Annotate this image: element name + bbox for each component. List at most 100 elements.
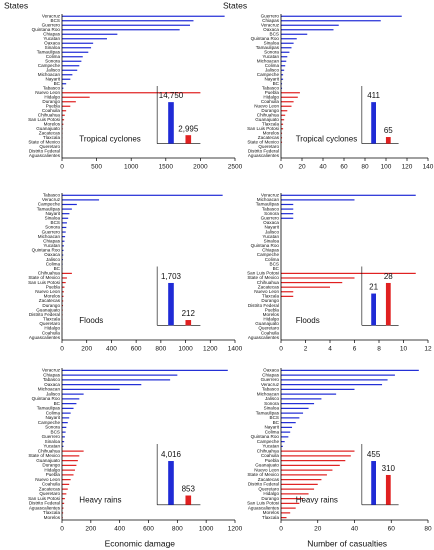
x-tick-label: 80 (361, 164, 369, 171)
state-label: Michoacan (257, 58, 280, 63)
bar (62, 412, 71, 414)
inset-bar (385, 474, 391, 505)
bar (281, 441, 285, 443)
bar (62, 33, 118, 35)
state-label: Quintana Roo (32, 27, 61, 32)
state-label: Campeche (257, 72, 280, 77)
state-label: Chiapas (43, 238, 61, 243)
state-label: Jalisco (265, 67, 279, 72)
x-tick-label: 1400 (228, 346, 243, 353)
bar (62, 455, 80, 457)
x-tick-label: 20 (298, 164, 306, 171)
state-label: BC (273, 81, 280, 86)
state-label: Aguascalientes (29, 153, 61, 158)
bar (281, 393, 337, 395)
bar (62, 249, 64, 252)
bar (62, 369, 228, 371)
bar (281, 194, 416, 196)
state-label: Puebla (46, 103, 61, 108)
state-label: Veracruz (42, 368, 61, 373)
panel-label: Floods (296, 316, 320, 325)
state-label: Puebla (265, 307, 280, 312)
inset-value-label: 853 (182, 485, 196, 494)
state-label: Quintana Roo (251, 434, 280, 439)
state-label: Yucatan (43, 243, 60, 248)
state-label: Chihuahua (257, 280, 280, 285)
x-tick-label: 0 (279, 526, 283, 533)
bar (281, 114, 286, 116)
bar (62, 488, 68, 490)
bar (62, 240, 65, 242)
bar (281, 379, 388, 381)
state-label: Distrito Federal (29, 501, 60, 506)
bar (62, 203, 77, 206)
state-label: Distrito Federal (29, 312, 60, 317)
bar (281, 281, 343, 284)
bar (62, 460, 78, 462)
state-label: Queretaro (258, 144, 279, 149)
bar (62, 231, 66, 233)
state-label: Oaxaca (44, 252, 60, 257)
state-label: Aguascalientes (29, 505, 61, 510)
state-label: Aguascalientes (248, 153, 280, 158)
bar (281, 384, 383, 386)
inset-bar (185, 495, 192, 505)
state-label: Sonora (264, 401, 279, 406)
state-label: Chihuahua (38, 271, 61, 276)
state-label: Guanajuato (36, 126, 60, 131)
state-label: Nuevo Leon (35, 289, 60, 294)
bar (62, 24, 191, 26)
bar (62, 92, 201, 94)
bar (62, 403, 77, 405)
bar (62, 199, 100, 201)
state-label: Quintana Roo (32, 396, 61, 401)
inset-value-label: 4,016 (161, 450, 182, 459)
state-label: Yucatan (43, 36, 60, 41)
bar (281, 217, 294, 219)
state-label: Tlaxcala (262, 121, 280, 126)
state-label: Sonora (264, 211, 279, 216)
state-label: Tabasco (262, 85, 280, 90)
state-label: BCS (51, 429, 60, 434)
bar (281, 29, 334, 31)
x-tick-label: 400 (114, 526, 125, 533)
state-label: Hidalgo (44, 326, 60, 331)
state-label: Sinaloa (45, 439, 61, 444)
bar (281, 123, 284, 125)
state-label: BCS (270, 261, 279, 266)
x-tick-label: 2000 (193, 164, 208, 171)
state-label: Quintana Roo (32, 248, 61, 253)
state-label: Colima (46, 54, 61, 59)
state-label: Sonora (45, 58, 60, 63)
bar (62, 78, 71, 80)
bar (62, 60, 82, 62)
bar (281, 105, 292, 107)
bar (62, 74, 73, 76)
state-label: Campeche (38, 63, 61, 68)
state-label: Durango (42, 303, 60, 308)
inset-bar (371, 102, 376, 144)
bar (281, 450, 355, 452)
state-label: Veracruz (42, 197, 61, 202)
state-label: Guerrero (42, 22, 61, 27)
state-label: San Luis Potosi (28, 496, 60, 501)
bar (62, 96, 90, 98)
bar (281, 422, 296, 424)
bar (62, 469, 75, 471)
inset-value-label: 411 (367, 91, 380, 100)
state-label: Chiapas (43, 31, 61, 36)
inset-bar (185, 320, 192, 326)
bar (62, 83, 67, 85)
bar (62, 417, 70, 419)
state-label: BCS (51, 18, 60, 23)
state-label: Sinaloa (45, 215, 61, 220)
state-label: Sonora (45, 425, 60, 430)
state-label: Aguascalientes (248, 505, 280, 510)
bar (281, 15, 402, 17)
state-label: State of Mexico (247, 275, 279, 280)
state-label: Tamaulipas (256, 202, 280, 207)
state-label: State of Mexico (247, 139, 279, 144)
state-label: Queretaro (39, 144, 60, 149)
state-label: Jalisco (265, 396, 279, 401)
state-label: Morelos (263, 510, 280, 515)
